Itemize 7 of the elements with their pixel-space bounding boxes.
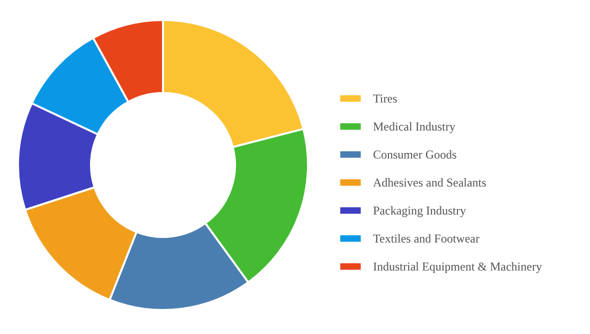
legend-label: Consumer Goods (373, 148, 457, 162)
legend-label: Packaging Industry (373, 204, 466, 218)
legend-label: Textiles and Footwear (373, 232, 480, 246)
legend-label: Industrial Equipment & Machinery (373, 260, 542, 274)
legend-label: Medical Industry (373, 120, 456, 134)
legend-label: Adhesives and Sealants (373, 176, 487, 190)
legend-label: Tires (373, 92, 398, 106)
